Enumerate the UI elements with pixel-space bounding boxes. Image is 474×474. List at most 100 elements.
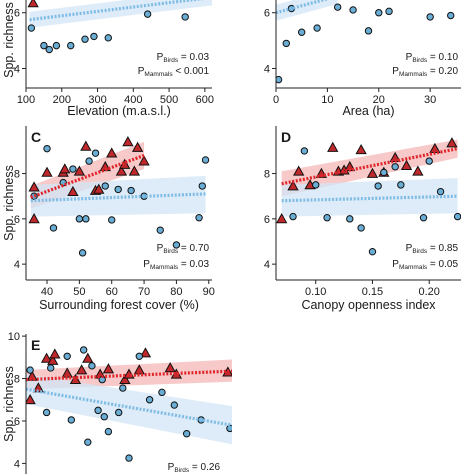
- circle-point: [313, 24, 321, 32]
- circle-point: [84, 438, 92, 446]
- circle-point: [289, 212, 297, 221]
- circle-point: [79, 346, 88, 354]
- circle-point: [88, 362, 96, 370]
- x-tick-label: 70: [138, 286, 150, 298]
- triangle-point: [355, 143, 367, 155]
- y-tick-label: 6: [14, 214, 20, 226]
- circle-point: [108, 216, 116, 224]
- triangle-point: [82, 352, 94, 363]
- circle-point: [349, 6, 357, 14]
- circle-point: [81, 35, 89, 43]
- p-value: PMammals = 0.05: [392, 259, 458, 271]
- triangle-point: [293, 165, 305, 176]
- circle-point: [91, 149, 100, 157]
- triangle-point: [73, 165, 86, 176]
- x-axis-label: Elevation (m.a.s.l.): [67, 104, 171, 118]
- panel-letter: E: [31, 337, 40, 353]
- triangle-point: [93, 183, 105, 194]
- p-value: PBirds = 0.10: [406, 52, 459, 64]
- circle-point: [447, 11, 455, 20]
- triangle-point: [276, 213, 288, 224]
- p-value: PMammals = 0.03: [143, 259, 209, 271]
- circle-point: [82, 215, 90, 223]
- circle-point: [100, 413, 108, 421]
- trend-line: [30, 192, 206, 203]
- circle-point: [127, 186, 135, 195]
- circle-point: [119, 384, 127, 392]
- circle-point: [380, 168, 388, 177]
- p-value: PMammals = 0.20: [392, 66, 458, 78]
- circle-point: [300, 147, 309, 155]
- circle-point: [43, 144, 51, 153]
- y-axis-label: Spp. richness: [2, 366, 16, 442]
- confidence-band: [29, 0, 212, 28]
- circle-point: [346, 215, 354, 223]
- trend-line: [281, 194, 458, 203]
- x-tick-label: 10: [321, 94, 333, 106]
- x-tick-label: 90: [203, 286, 215, 298]
- y-tick-label: 4: [264, 63, 270, 75]
- circle-point: [226, 424, 232, 433]
- circle-point: [52, 41, 61, 50]
- circle-point: [201, 156, 210, 164]
- y-tick-label: 6: [14, 416, 20, 428]
- triangle-point: [27, 0, 39, 8]
- circle-point: [391, 163, 399, 171]
- y-tick-label: 4: [14, 63, 20, 75]
- y-tick-label: 8: [14, 374, 20, 386]
- panel-5: 4 6 8 10 Spp. richness E PBirds = 0.26: [2, 331, 232, 474]
- x-tick-label: 50: [73, 286, 85, 298]
- y-tick-label: 8: [264, 169, 270, 181]
- triangle-point: [115, 165, 128, 176]
- p-value: PMammals < 0.001: [138, 66, 210, 78]
- x-tick-label: 500: [160, 94, 178, 106]
- x-axis-label: Canopy openness index: [301, 298, 436, 312]
- circle-point: [104, 34, 112, 42]
- circle-point: [195, 214, 203, 222]
- triangle-point: [122, 136, 134, 147]
- triangle-point: [131, 141, 144, 152]
- triangle-point: [139, 347, 152, 358]
- circle-point: [426, 13, 434, 21]
- x-tick-label: 80: [170, 286, 182, 298]
- circle-point: [357, 224, 365, 232]
- circle-point: [26, 366, 34, 374]
- y-tick-label: 6: [264, 8, 270, 20]
- triangle-point: [67, 185, 79, 197]
- panel-1: 4 6 100 200 300 400 500 600 Elevation (m.a.s.l.)…: [2, 0, 214, 118]
- circle-point: [181, 13, 189, 21]
- y-tick-label: 6: [14, 8, 20, 20]
- triangle-point: [59, 163, 71, 174]
- triangle-point: [164, 362, 176, 373]
- circle-point: [385, 7, 393, 16]
- circle-point: [364, 27, 373, 35]
- circle-point: [172, 241, 181, 249]
- trend-line: [26, 387, 232, 427]
- x-tick-label: 0.15: [362, 286, 383, 298]
- y-tick-label: 4: [264, 259, 270, 271]
- circle-point: [135, 352, 144, 360]
- confidence-band: [276, 0, 338, 21]
- triangle-point: [446, 137, 458, 148]
- circle-point: [419, 214, 428, 222]
- trend-line: [281, 147, 458, 186]
- circle-point: [170, 401, 179, 409]
- circle-point: [375, 9, 383, 17]
- circle-point: [104, 427, 113, 436]
- panel-letter: D: [281, 129, 291, 145]
- circle-point: [75, 215, 84, 223]
- triangle-point: [28, 213, 40, 224]
- circle-point: [323, 214, 331, 222]
- circle-point: [63, 352, 71, 360]
- x-tick-label: 0.20: [419, 286, 440, 298]
- circle-point: [158, 388, 166, 397]
- confidence-band: [26, 374, 232, 445]
- triangle-point: [102, 363, 115, 374]
- circle-point: [276, 75, 283, 84]
- circle-point: [198, 182, 206, 190]
- triangle-point: [40, 352, 53, 363]
- y-tick-label: 4: [14, 458, 20, 470]
- panel-2: 4 6 0 10 20 30 Area (ha) PBirds = 0.10 PMammals …: [264, 0, 461, 118]
- circle-point: [397, 181, 405, 189]
